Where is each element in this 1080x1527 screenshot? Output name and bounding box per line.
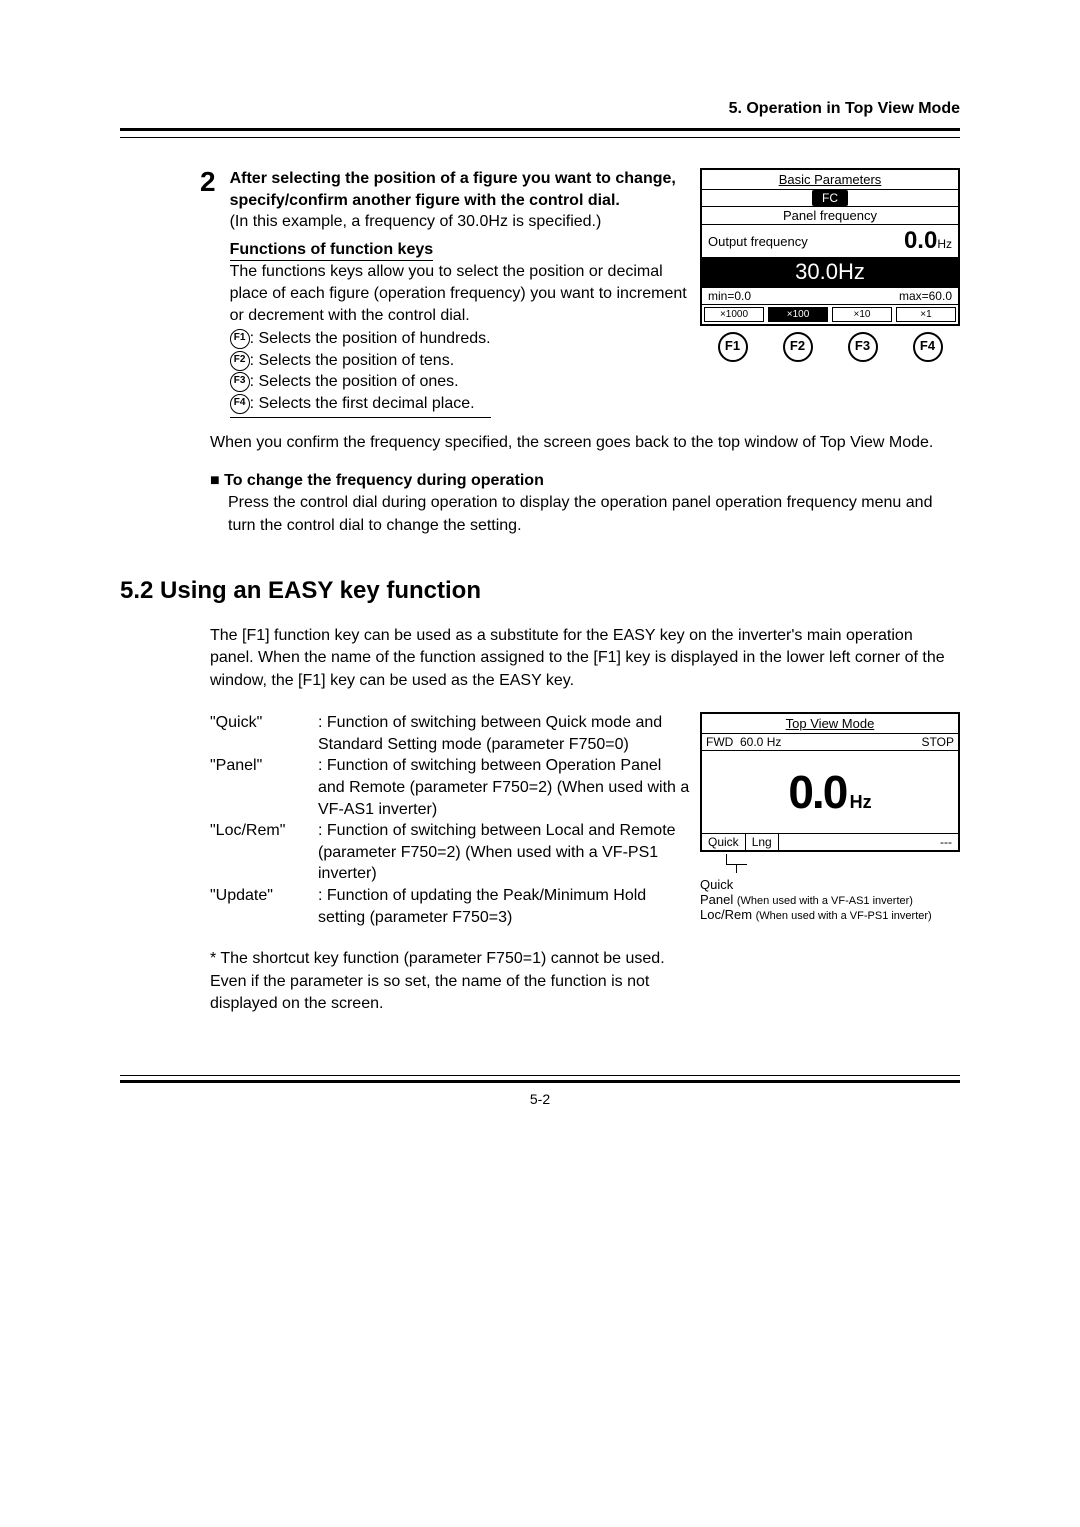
term-locrem: "Loc/Rem"	[210, 820, 310, 885]
f2-icon: F2	[230, 351, 250, 371]
fk-heading: Functions of function keys	[230, 239, 434, 262]
section-5-2-intro: The [F1] function key can be used as a s…	[210, 625, 960, 692]
panel1-f3: F3	[848, 332, 878, 362]
f2-text: : Selects the position of tens.	[250, 352, 455, 369]
f1-icon: F1	[230, 329, 250, 349]
panel1-pf: Panel frequency	[702, 207, 958, 225]
panel2-lng: Lng	[746, 834, 779, 850]
footer-divider-thick	[120, 1080, 960, 1083]
mult-1: ×1	[896, 307, 956, 322]
panel1-freq: 30.0Hz	[702, 257, 958, 287]
callout-locrem: Loc/Rem	[700, 907, 756, 922]
callout-panel-note: (When used with a VF-AS1 inverter)	[737, 895, 913, 907]
change-heading: ■ To change the frequency during operati…	[210, 470, 960, 492]
divider-thin	[120, 137, 960, 138]
desc-quick: : Function of switching between Quick mo…	[318, 712, 690, 755]
panel1-output-label: Output frequency	[708, 234, 808, 249]
term-update: "Update"	[210, 885, 310, 928]
section-5-2-title: 5.2 Using an EASY key function	[120, 577, 960, 605]
f3-icon: F3	[230, 372, 250, 392]
f4-icon: F4	[230, 394, 250, 414]
panel1-f2: F2	[783, 332, 813, 362]
confirm-text: When you confirm the frequency specified…	[210, 432, 960, 454]
footnote: * The shortcut key function (parameter F…	[210, 948, 690, 1015]
callout-quick: Quick	[700, 877, 960, 892]
desc-locrem: : Function of switching between Local an…	[318, 820, 690, 885]
f3-text: : Selects the position of ones.	[250, 373, 459, 390]
chapter-title: 5. Operation in Top View Mode	[120, 100, 960, 118]
mult-10: ×10	[832, 307, 892, 322]
callout-panel: Panel	[700, 892, 737, 907]
divider-thick	[120, 128, 960, 131]
panel1-output-unit: Hz	[937, 237, 952, 251]
panel1-f1: F1	[718, 332, 748, 362]
panel1-min: min=0.0	[708, 289, 751, 303]
panel2-dash: ---	[934, 834, 958, 850]
desc-panel: : Function of switching between Operatio…	[318, 755, 690, 820]
change-body: Press the control dial during operation …	[228, 492, 960, 537]
panel2-unit: Hz	[850, 792, 872, 812]
term-quick: "Quick"	[210, 712, 310, 755]
panel2-stop: STOP	[922, 735, 954, 749]
panel2-quick: Quick	[702, 834, 746, 850]
panel2-fwd: FWD	[706, 735, 733, 749]
panel1-fc: FC	[702, 190, 958, 207]
step-title: After selecting the position of a figure…	[230, 170, 676, 209]
panel-diagram-2: Top View Mode FWD 60.0 Hz STOP 0.0 Hz Qu…	[700, 712, 960, 1015]
panel1-title: Basic Parameters	[702, 170, 958, 190]
panel-diagram-1: Basic Parameters FC Panel frequency Outp…	[700, 168, 960, 418]
panel1-f4: F4	[913, 332, 943, 362]
panel2-value: 0.0	[788, 766, 846, 818]
desc-update: : Function of updating the Peak/Minimum …	[318, 885, 690, 928]
callout-locrem-note: (When used with a VF-PS1 inverter)	[756, 910, 932, 922]
page-number: 5-2	[120, 1091, 960, 1107]
mult-1000: ×1000	[704, 307, 764, 322]
step-number: 2	[200, 168, 216, 418]
f4-text: : Selects the first decimal place.	[250, 395, 475, 412]
mult-100: ×100	[768, 307, 828, 322]
f1-text: : Selects the position of hundreds.	[250, 330, 491, 347]
panel1-max: max=60.0	[899, 289, 952, 303]
step-note: (In this example, a frequency of 30.0Hz …	[230, 213, 602, 230]
panel1-output-value: 0.0	[904, 227, 937, 254]
footer-divider-thin	[120, 1075, 960, 1076]
panel2-hz: 60.0 Hz	[740, 735, 781, 749]
term-panel: "Panel"	[210, 755, 310, 820]
panel2-title: Top View Mode	[702, 714, 958, 733]
fk-desc: The functions keys allow you to select t…	[230, 263, 687, 323]
